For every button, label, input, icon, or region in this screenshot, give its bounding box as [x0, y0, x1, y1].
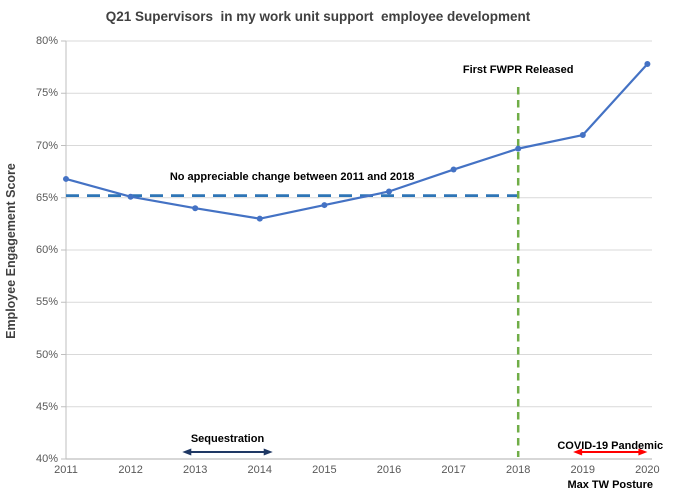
y-axis-tick-label: 40%	[35, 453, 58, 465]
x-axis-tick-label: 2017	[441, 464, 466, 476]
annotation-no-change-label: No appreciable change between 2011 and 2…	[169, 170, 415, 183]
y-axis-tick-label: 75%	[35, 87, 58, 100]
annotation-covid-line2: Max TW Posture	[567, 478, 654, 488]
y-axis-tick-label: 55%	[35, 296, 58, 309]
x-axis-tick-label: 2013	[182, 464, 208, 476]
x-axis-tick-label: 2020	[635, 464, 660, 476]
y-axis-tick-label: 65%	[35, 191, 58, 204]
annotation-sequestration-label: Sequestration	[190, 433, 265, 445]
annotation-fwpr-label: First FWPR Released	[462, 64, 574, 76]
annotation-covid-label: COVID-19 Pandemic Max TW Posture	[557, 415, 663, 488]
y-axis-tick-label: 80%	[35, 35, 58, 47]
chart-title: Q21 Supervisors in my work unit support …	[105, 9, 531, 24]
y-axis-tick-label: 45%	[35, 400, 58, 413]
y-axis-tick-label: 70%	[35, 139, 58, 152]
x-axis-tick-label: 2014	[247, 464, 273, 476]
x-axis-tick-label: 2015	[312, 464, 337, 476]
y-axis-tick-label: 50%	[35, 348, 58, 361]
annotation-covid-line1: COVID-19 Pandemic	[557, 440, 664, 452]
x-axis-tick-label: 2018	[505, 464, 531, 476]
x-axis-tick-label: 2012	[118, 464, 143, 476]
x-axis-tick-label: 2019	[570, 464, 596, 476]
y-axis-tick-label: 60%	[35, 244, 58, 256]
x-axis-tick-label: 2016	[376, 464, 402, 476]
x-axis-tick-label: 2011	[54, 464, 78, 476]
